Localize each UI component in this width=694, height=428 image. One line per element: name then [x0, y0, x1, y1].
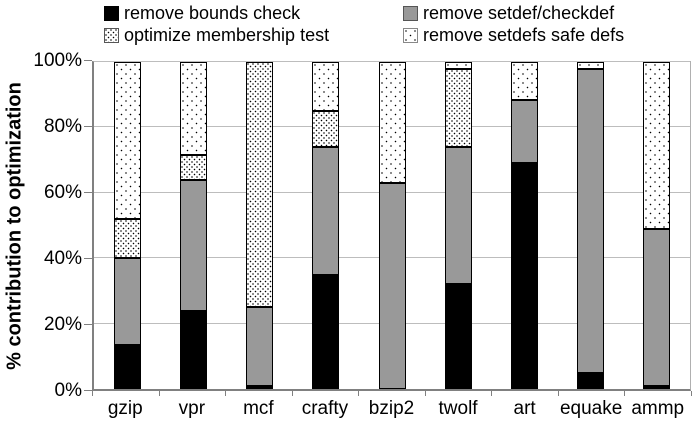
legend-item-label: optimize membership test [124, 25, 330, 45]
plot-area [92, 61, 691, 391]
x-tick-mark [225, 391, 227, 396]
chart-legend: remove bounds check remove setdef/checkde… [104, 3, 624, 46]
y-tick-label: 20% [43, 314, 82, 335]
bar-segment [312, 147, 340, 275]
x-tick-mark [291, 391, 293, 396]
bar-gzip [113, 62, 141, 389]
y-tick-label: 60% [43, 182, 82, 203]
x-label-art: art [513, 398, 536, 419]
x-label-bzip2: bzip2 [368, 398, 415, 419]
bar-segment [246, 307, 274, 386]
legend-item-dots-dense: optimize membership test [104, 25, 403, 46]
bar-segment [444, 62, 472, 69]
bar-segment [643, 228, 671, 386]
x-tick-mark [92, 391, 93, 396]
y-tick-mark [84, 60, 92, 61]
y-tick-mark [84, 390, 92, 391]
bar-segment [312, 274, 340, 389]
x-tick-mark [557, 391, 559, 396]
x-label-mcf: mcf [243, 398, 274, 419]
y-tick-mark [84, 126, 92, 127]
bar-segment [113, 258, 141, 345]
bar-segment [179, 179, 207, 311]
y-tick-label: 80% [43, 116, 82, 137]
bar-twolf [444, 62, 472, 389]
x-tick-mark [158, 391, 160, 396]
bar-mcf [246, 62, 274, 389]
x-label-crafty: crafty [301, 398, 349, 419]
bar-segment [179, 155, 207, 180]
bar-segment [312, 62, 340, 112]
bar-segment [113, 218, 141, 259]
legend-item-solid-black: remove bounds check [104, 3, 403, 24]
bar-segment [179, 62, 207, 156]
bar-segment [179, 310, 207, 389]
y-axis-tick-marks [84, 60, 92, 391]
bar-segment [246, 385, 274, 389]
x-axis-tick-marks [92, 391, 692, 397]
x-label-ammp: ammp [631, 398, 685, 419]
x-tick-mark [624, 391, 626, 396]
bar-bzip2 [378, 62, 406, 389]
bar-ammp [643, 62, 671, 389]
bar-segment [378, 62, 406, 183]
y-tick-label: 0% [54, 380, 82, 401]
bar-segment [577, 62, 605, 69]
bar-segment [643, 385, 671, 389]
bar-vpr [179, 62, 207, 389]
legend-swatch-solid-black-icon [104, 6, 119, 21]
bar-segment [510, 99, 538, 164]
legend-item-dots-sparse: remove setdefs safe defs [403, 25, 624, 46]
bar-segment [577, 372, 605, 389]
bar-segment [510, 62, 538, 100]
legend-item-label: remove setdefs safe defs [423, 25, 625, 45]
y-tick-label: 100% [33, 50, 82, 71]
bar-segment [444, 68, 472, 148]
x-label-vpr: vpr [178, 398, 206, 419]
bar-crafty [312, 62, 340, 389]
legend-swatch-dots-sparse-icon [403, 28, 418, 43]
x-label-twolf: twolf [438, 398, 478, 419]
x-tick-mark [691, 391, 692, 396]
bar-segment [113, 62, 141, 219]
x-label-equake: equake [559, 398, 623, 419]
bar-segment [113, 344, 141, 389]
legend-item-label: remove setdef/checkdef [423, 3, 615, 23]
bar-segment [577, 68, 605, 373]
x-label-gzip: gzip [107, 398, 143, 419]
y-tick-mark [84, 258, 92, 259]
y-axis-tick-labels: 0% 20% 40% 60% 80% 100% [0, 50, 82, 401]
x-tick-mark [358, 391, 360, 396]
bar-art [510, 62, 538, 389]
legend-swatch-solid-gray-icon [403, 6, 418, 21]
legend-item-solid-gray: remove setdef/checkdef [403, 3, 624, 24]
bar-segment [444, 147, 472, 285]
y-tick-mark [84, 324, 92, 325]
x-axis-labels: gzip vpr mcf crafty bzip2 twolf art equake ammp [92, 398, 691, 422]
legend-swatch-dots-dense-icon [104, 28, 119, 43]
x-tick-mark [424, 391, 426, 396]
bar-segment [444, 284, 472, 389]
bar-segment [312, 111, 340, 148]
y-tick-mark [84, 192, 92, 193]
bar-equake [577, 62, 605, 389]
y-tick-label: 40% [43, 248, 82, 269]
bar-segment [246, 62, 274, 308]
bar-segment [643, 62, 671, 229]
gridline [94, 61, 690, 62]
x-tick-mark [491, 391, 493, 396]
bar-segment [378, 183, 406, 389]
bar-segment [510, 163, 538, 389]
legend-item-label: remove bounds check [124, 3, 301, 23]
